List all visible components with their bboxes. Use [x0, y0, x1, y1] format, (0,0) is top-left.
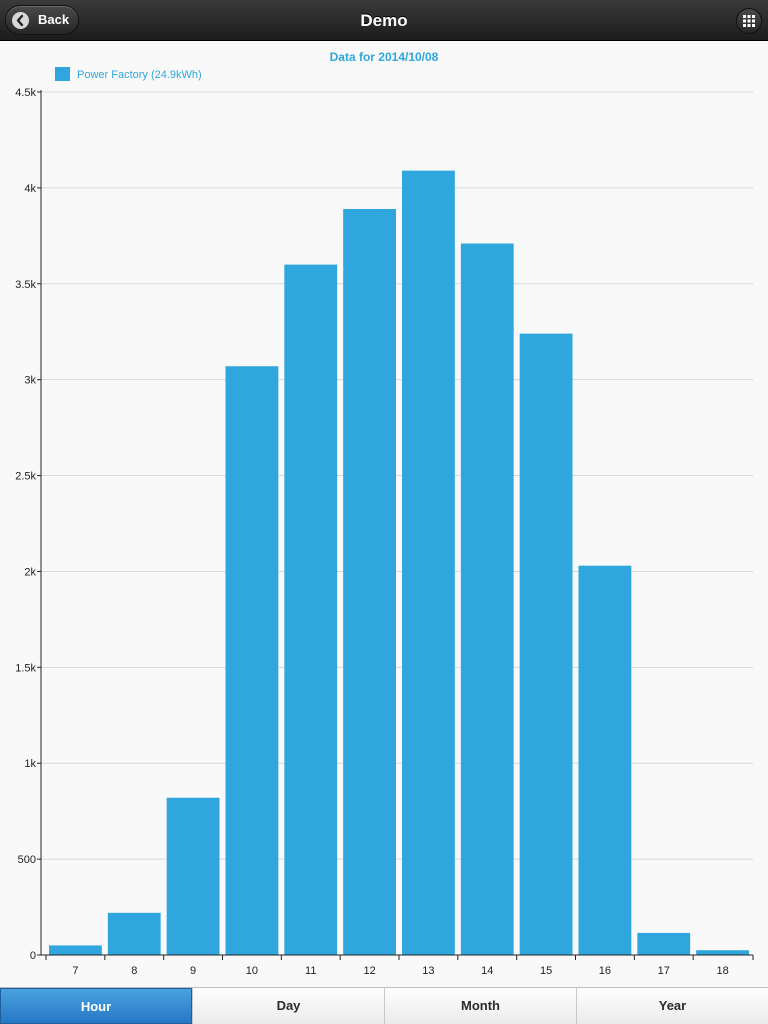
x-tick-label: 15 — [540, 965, 552, 977]
x-tick-label: 12 — [363, 965, 375, 977]
x-tick-label: 8 — [131, 965, 137, 977]
y-tick-label: 2k — [24, 566, 36, 578]
x-tick-label: 13 — [422, 965, 434, 977]
bar-17[interactable] — [637, 932, 691, 955]
y-tick-label: 4k — [24, 183, 36, 195]
x-tick-label: 9 — [190, 965, 196, 977]
x-tick-label: 10 — [246, 965, 258, 977]
tab-year[interactable]: Year — [576, 988, 768, 1024]
chart-area: 0 500 1k 1.5k 2k 2.5k 3k 3.5k 4k 4.5k 7 8 9 10 11 12 13 1… — [0, 42, 768, 987]
tab-bar: Hour Day Month Year — [0, 987, 768, 1024]
y-tick-label: 1k — [24, 758, 36, 770]
legend-label[interactable]: Power Factory (24.9kWh) — [77, 69, 202, 81]
x-tick-label: 17 — [658, 965, 670, 977]
bar-16[interactable] — [578, 565, 632, 955]
y-tick-label: 1.5k — [15, 662, 36, 674]
x-tick-label: 11 — [305, 965, 316, 977]
chevron-left-icon — [12, 12, 29, 29]
page-title: Demo — [360, 11, 408, 30]
bar-9[interactable] — [166, 797, 220, 955]
y-tick-label: 4.5k — [15, 87, 36, 99]
chart-title: Data for 2014/10/08 — [330, 50, 439, 64]
y-tick-label: 0 — [30, 950, 36, 962]
legend-swatch[interactable] — [55, 67, 70, 81]
bar-7[interactable] — [49, 945, 102, 955]
bar-18[interactable] — [696, 950, 749, 955]
bar-15[interactable] — [519, 333, 573, 955]
back-button-label: Back — [38, 12, 70, 27]
x-tick-label: 7 — [72, 965, 78, 977]
bar-10[interactable] — [225, 366, 279, 956]
app-header: Back Demo — [0, 0, 768, 41]
tab-day[interactable]: Day — [192, 988, 384, 1024]
y-tick-label: 500 — [18, 854, 36, 866]
back-button[interactable]: Back — [5, 5, 79, 35]
bar-12[interactable] — [343, 208, 396, 956]
bar-13[interactable] — [402, 170, 455, 955]
grid-menu-button[interactable] — [736, 8, 762, 34]
x-tick-label: 16 — [599, 965, 611, 977]
y-tick-label: 3.5k — [15, 279, 36, 291]
tab-month[interactable]: Month — [384, 988, 576, 1024]
bar-8[interactable] — [107, 912, 161, 955]
x-tick-label: 14 — [481, 965, 493, 977]
bar-chart: 0 500 1k 1.5k 2k 2.5k 3k 3.5k 4k 4.5k 7 8 9 10 11 12 13 1… — [15, 50, 754, 977]
tab-hour[interactable]: Hour — [0, 988, 192, 1024]
x-tick-label: 18 — [716, 965, 728, 977]
y-tick-label: 2.5k — [15, 471, 36, 483]
bar-11[interactable] — [284, 264, 338, 956]
bar-14[interactable] — [460, 243, 514, 955]
y-tick-label: 3k — [24, 375, 36, 387]
grid-icon — [743, 15, 755, 27]
